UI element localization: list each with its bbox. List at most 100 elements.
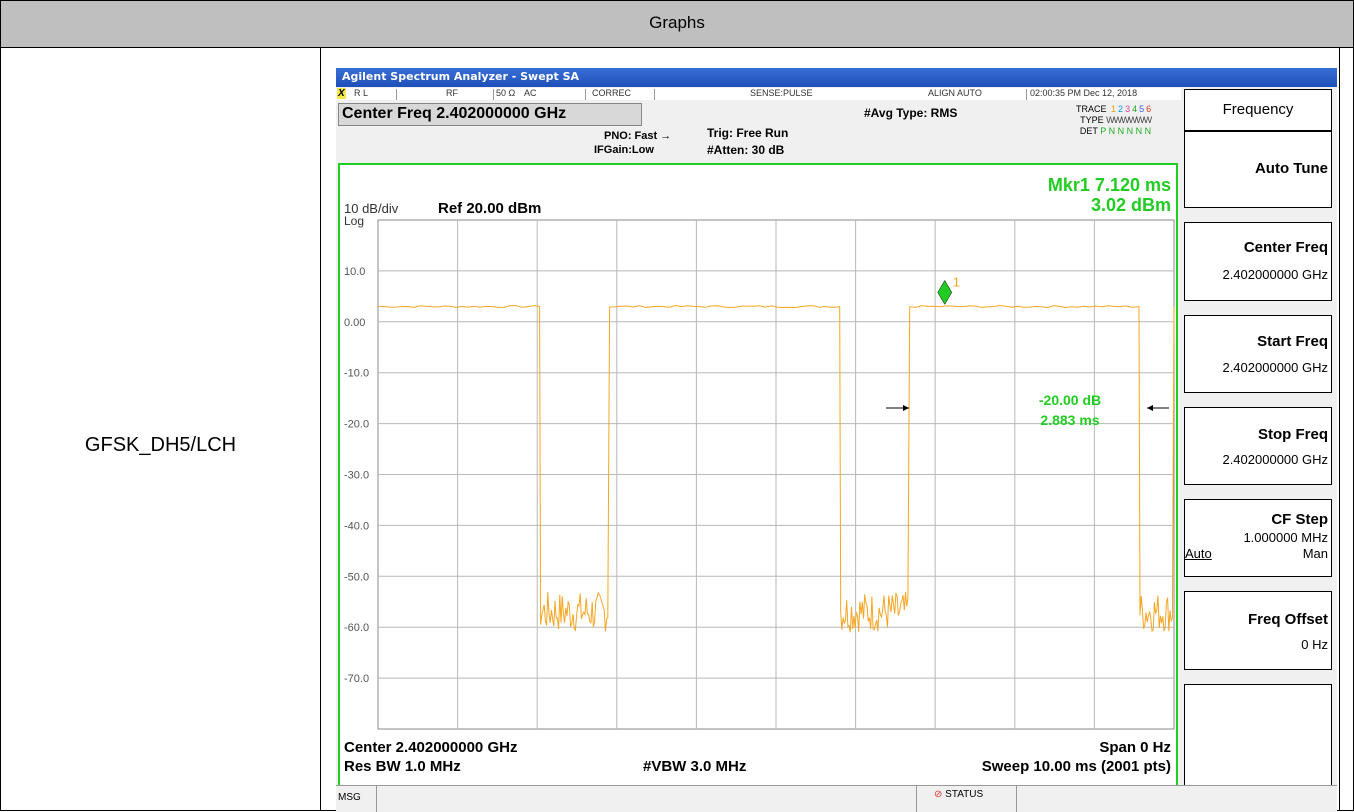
status-indicator[interactable]: ⊘ STATUS: [934, 789, 983, 800]
trace-number: 1: [1111, 104, 1117, 114]
scale-label: 10 dB/div: [344, 201, 399, 216]
stop-freq-value: 2.402000000 GHz: [1222, 452, 1328, 467]
footer-vbw: #VBW 3.0 MHz: [643, 758, 746, 775]
footer-res-bw: Res BW 1.0 MHz: [344, 758, 461, 775]
status-bar: X R L RF 50 Ω AC CORREC SENSE:PULSE ALIG…: [336, 88, 1181, 100]
softkey-auto-tune[interactable]: Auto Tune: [1184, 131, 1332, 208]
display-screen: 10.0 0.00 -10.0 -20.0 -30.0 -40.0 -50.0 -60.0 -7…: [338, 163, 1178, 789]
y-tick-label: -70.0: [344, 673, 369, 685]
marker-readout: Mkr1 7.120 ms: [1048, 175, 1171, 195]
status-datetime: 02:00:35 PM Dec 12, 2018: [1030, 88, 1138, 98]
status-rl: R L: [354, 88, 369, 98]
softkey-freq-offset[interactable]: Freq Offset 0 Hz: [1184, 591, 1332, 670]
cf-step-label: CF Step: [1271, 511, 1328, 528]
msg-label: MSG: [338, 792, 361, 803]
det-value: P N N N N N: [1100, 126, 1152, 136]
marker-1-diamond[interactable]: [937, 279, 953, 305]
arrow-icon: →: [660, 130, 672, 142]
delta-time-annotation: 2.883 ms: [1040, 412, 1099, 428]
trace-number: 3: [1125, 104, 1131, 114]
menu-title-text: Frequency: [1222, 101, 1294, 118]
message-bar: MSG ⊘ STATUS: [336, 785, 1337, 812]
window-titlebar[interactable]: Agilent Spectrum Analyzer - Swept SA: [336, 68, 1337, 87]
y-tick-label: -50.0: [344, 571, 369, 583]
center-freq-banner-text: Center Freq 2.402000000 GHz: [342, 105, 567, 122]
delta-left-arrow-icon: [886, 405, 909, 411]
grid: [377, 219, 1175, 730]
y-tick-label: -40.0: [344, 520, 369, 532]
cf-step-value: 1.000000 MHz: [1243, 530, 1328, 545]
trace-label: TRACE: [1076, 104, 1107, 114]
status-divider: [396, 89, 397, 100]
window-title: Agilent Spectrum Analyzer - Swept SA: [342, 70, 580, 83]
status-align: ALIGN AUTO: [928, 88, 982, 98]
marker-1-label: 1: [953, 274, 960, 289]
softkey-start-freq[interactable]: Start Freq 2.402000000 GHz: [1184, 315, 1332, 393]
x-logo-icon: X: [337, 88, 346, 99]
y-tick-label: -60.0: [344, 622, 369, 634]
trace-number: 6: [1146, 104, 1152, 114]
msgbar-divider: [376, 786, 377, 812]
ref-level: Ref 20.00 dBm: [438, 200, 541, 217]
y-tick-label: 10.0: [344, 266, 365, 278]
delta-right-arrow-icon: [1147, 405, 1169, 411]
table-header: Graphs: [1, 1, 1353, 48]
marker-value: 3.02 dBm: [1091, 195, 1171, 215]
center-freq-value: 2.402000000 GHz: [1222, 267, 1328, 282]
stop-freq-label: Stop Freq: [1258, 426, 1328, 443]
msgbar-divider: [1016, 786, 1017, 812]
cf-step-man: Man: [1302, 546, 1328, 561]
spectrum-analyzer-window: Agilent Spectrum Analyzer - Swept SA X R…: [336, 68, 1337, 812]
status-correc: CORREC: [592, 88, 632, 98]
status-divider: [493, 89, 494, 100]
y-tick-label: 0.00: [344, 317, 365, 329]
trace-line: [377, 304, 1175, 633]
y-tick-labels: 10.0 0.00 -10.0 -20.0 -30.0 -40.0 -50.0 -60.0 -7…: [344, 266, 369, 685]
status-divider: [585, 89, 586, 100]
softkey-panel: Frequency Auto Tune Center Freq 2.402000…: [1184, 89, 1334, 811]
type-row: TYPE WWWWWW: [1076, 115, 1152, 126]
type-value: WWWWWW: [1106, 115, 1152, 125]
det-row: DET P N N N N N: [1076, 126, 1151, 137]
center-freq-banner[interactable]: Center Freq 2.402000000 GHz: [338, 103, 642, 126]
right-cell-edge: [1339, 48, 1354, 810]
status-divider: [654, 89, 655, 100]
start-freq-value: 2.402000000 GHz: [1222, 360, 1328, 375]
softkey-cf-step[interactable]: CF Step 1.000000 MHz Auto Man: [1184, 499, 1332, 577]
footer-span: Span 0 Hz: [1099, 739, 1171, 756]
trace-plot: 10.0 0.00 -10.0 -20.0 -30.0 -40.0 -50.0 -60.0 -7…: [344, 175, 1175, 775]
ifgain-info: IFGain:Low: [594, 144, 654, 156]
delta-db-annotation: -20.00 dB: [1039, 392, 1101, 408]
softkey-blank[interactable]: [1184, 684, 1332, 786]
status-impedance: 50 Ω: [496, 88, 516, 98]
det-label: DET: [1079, 126, 1098, 136]
cf-step-auto: Auto: [1185, 546, 1212, 561]
footer-center: Center 2.402000000 GHz: [344, 739, 517, 756]
status-sense: SENSE:PULSE: [750, 88, 813, 98]
status-label: STATUS: [945, 789, 984, 800]
log-label: Log: [344, 214, 364, 228]
pno-info: PNO: Fast →: [604, 130, 671, 142]
softkey-stop-freq[interactable]: Stop Freq 2.402000000 GHz: [1184, 407, 1332, 485]
avg-type-info: #Avg Type: RMS: [864, 106, 958, 120]
status-ac: AC: [524, 88, 537, 98]
status-no-icon: ⊘: [934, 789, 943, 800]
softkey-center-freq[interactable]: Center Freq 2.402000000 GHz: [1184, 222, 1332, 301]
softkey-menu-title: Frequency: [1184, 89, 1332, 131]
status-divider: [1026, 89, 1027, 100]
y-tick-label: -30.0: [344, 470, 369, 482]
trig-info: Trig: Free Run: [707, 126, 789, 140]
row-label-cell: GFSK_DH5/LCH: [1, 48, 321, 810]
type-label: TYPE: [1080, 115, 1104, 125]
atten-info: #Atten: 30 dB: [707, 143, 785, 157]
trace-number: 4: [1132, 104, 1138, 114]
trace-layer: 1: [377, 274, 1175, 633]
trace-number: 2: [1118, 104, 1124, 114]
footer-sweep: Sweep 10.00 ms (2001 pts): [982, 758, 1171, 775]
y-tick-label: -20.0: [344, 419, 369, 431]
status-rf: RF: [446, 88, 458, 98]
pno-text: PNO: Fast: [604, 130, 658, 142]
